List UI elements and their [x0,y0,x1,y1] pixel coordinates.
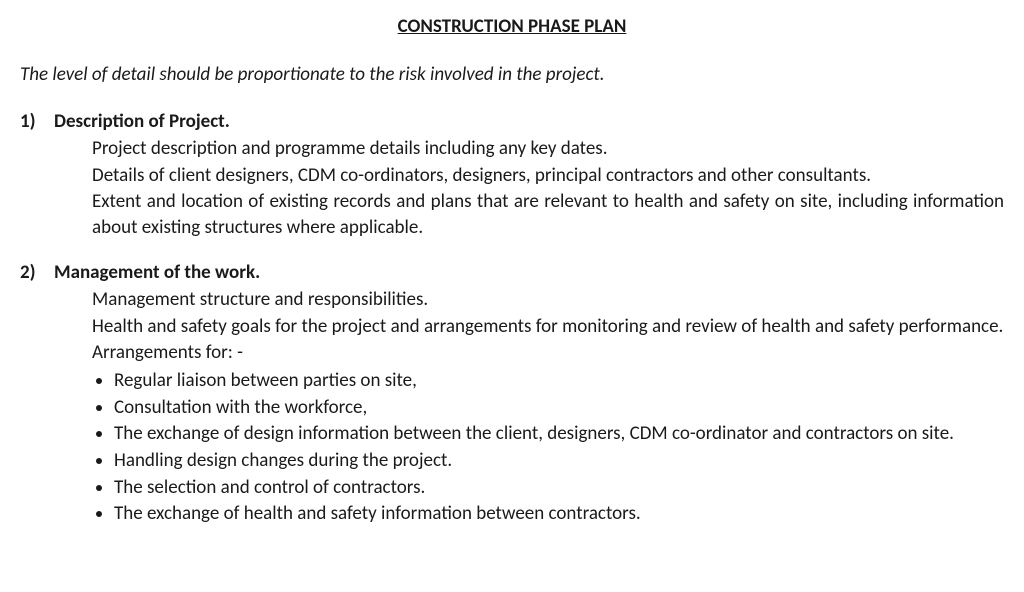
section-paragraph: Arrangements for: - [92,340,1004,366]
document-subtitle: The level of detail should be proportion… [20,62,1004,88]
section-number: 2) [20,260,54,286]
section-number: 1) [20,109,54,135]
section-paragraph: Health and safety goals for the project … [92,314,1004,340]
section-2: 2) Management of the work. Management st… [20,260,1004,526]
bullet-list: Regular liaison between parties on site,… [92,368,1004,527]
list-item: Handling design changes during the proje… [114,448,1004,474]
list-item: Regular liaison between parties on site, [114,368,1004,394]
section-paragraph: Project description and programme detail… [92,136,1004,162]
section-1: 1) Description of Project. Project descr… [20,109,1004,240]
document-title: CONSTRUCTION PHASE PLAN [20,14,1004,40]
section-paragraph: Management structure and responsibilitie… [92,287,1004,313]
section-paragraph: Extent and location of existing records … [92,189,1004,240]
list-item: Consultation with the workforce, [114,395,1004,421]
list-item: The exchange of health and safety inform… [114,501,1004,527]
list-item: The exchange of design information betwe… [114,421,1004,447]
list-item: The selection and control of contractors… [114,475,1004,501]
section-heading: Management of the work. [54,260,260,286]
section-heading: Description of Project. [54,109,230,135]
section-paragraph: Details of client designers, CDM co-ordi… [92,163,1004,189]
